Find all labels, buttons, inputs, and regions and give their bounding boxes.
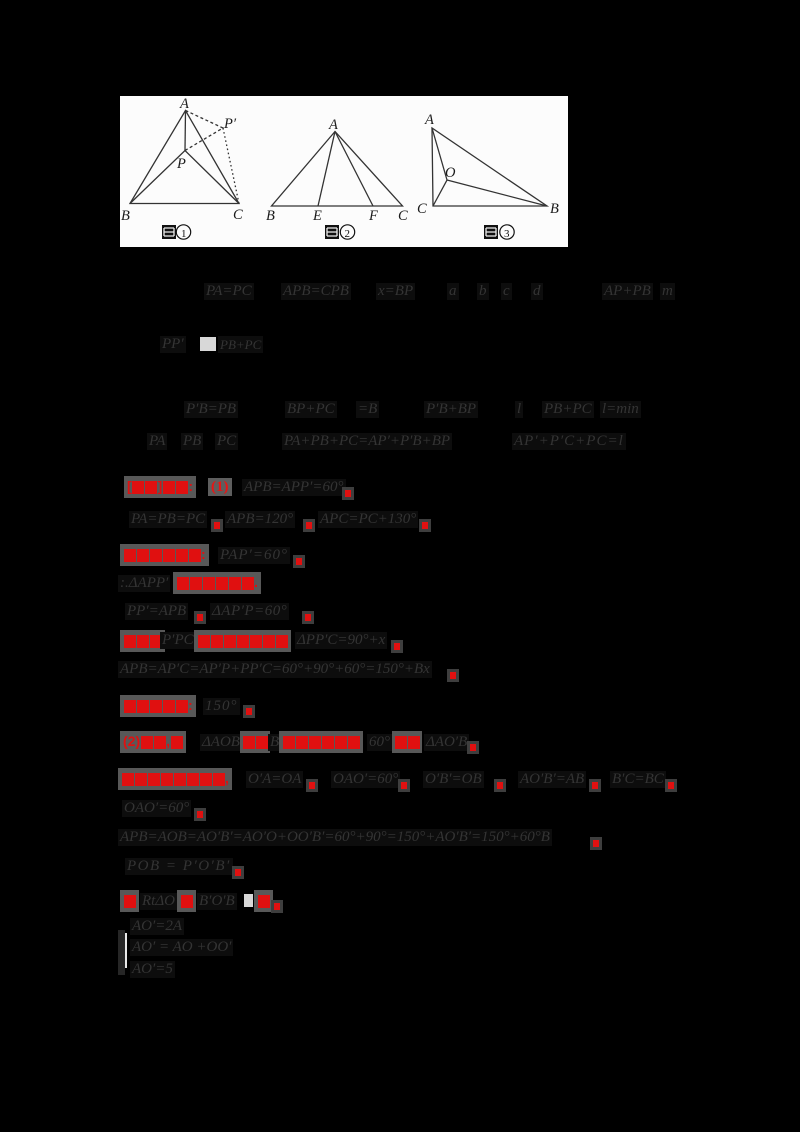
svg-text:P′: P′ — [223, 116, 237, 132]
svg-text:3: 3 — [504, 228, 510, 240]
svg-text:1: 1 — [181, 228, 187, 240]
svg-text:C: C — [417, 201, 427, 217]
svg-text:C: C — [233, 207, 243, 223]
svg-text:A: A — [179, 96, 189, 112]
svg-text:A: A — [328, 117, 338, 133]
svg-text:F: F — [368, 208, 378, 224]
svg-text:A: A — [424, 112, 434, 128]
svg-text:P: P — [176, 156, 186, 172]
svg-text:E: E — [312, 208, 322, 224]
svg-text:B: B — [121, 208, 130, 224]
svg-text:B: B — [550, 201, 559, 217]
svg-text:2: 2 — [345, 228, 351, 240]
svg-text:B: B — [266, 208, 275, 224]
svg-text:C: C — [398, 208, 408, 224]
svg-text:O: O — [445, 165, 456, 181]
